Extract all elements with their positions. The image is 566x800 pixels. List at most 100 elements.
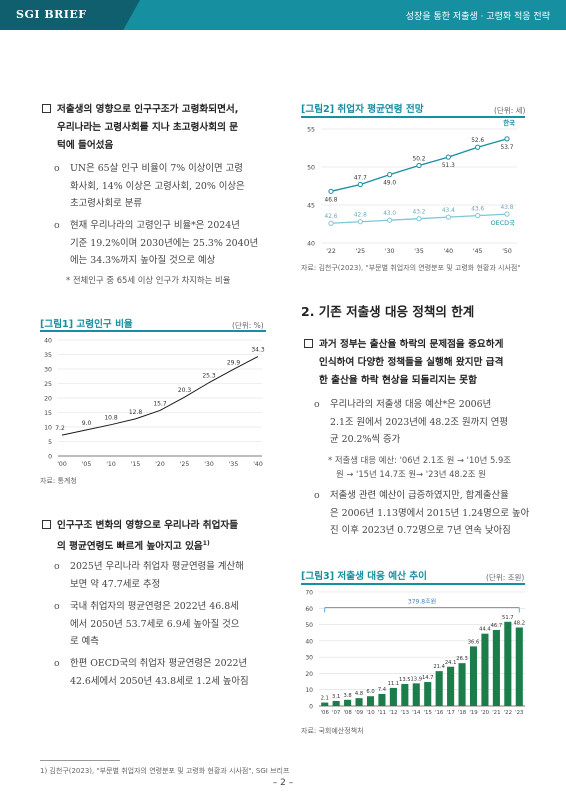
brand-tab: SGI BRIEF <box>0 0 140 30</box>
square-bullet-icon <box>42 520 51 529</box>
bar <box>504 621 512 706</box>
data-label: 50.2 <box>413 156 426 162</box>
circle-bullet-icon: o <box>54 658 60 669</box>
data-label: 43.0 <box>383 211 396 217</box>
b1-line3: 초고령사회로 분류 <box>70 198 142 209</box>
y-tick-label: 0 <box>48 454 52 461</box>
data-point <box>445 214 451 220</box>
bullet-fertility: o 저출생 관련 예산이 급증하였지만, 합계출산율 은 2006년 1.13명에서… <box>302 487 542 540</box>
b7-line3: 진 이후 2023년 0.72명으로 7년 연속 낮아짐 <box>330 525 511 536</box>
circle-bullet-icon: o <box>54 601 60 612</box>
data-label: 36.6 <box>468 639 480 645</box>
data-point <box>416 216 422 222</box>
note-1: * 전체인구 중 65세 이상 인구가 차지하는 비율 <box>66 275 231 285</box>
circle-bullet-icon: o <box>314 490 320 501</box>
b6-line1: 우리나라의 저출생 대응 예산*은 2006년 <box>330 399 492 410</box>
x-tick-label: '05 <box>82 461 92 468</box>
data-label: 13.5 <box>399 677 411 683</box>
data-point <box>328 220 334 226</box>
q2-line2: 의 평균연령도 빠르게 높아지고 있음 <box>57 541 203 553</box>
fig2-rule <box>301 116 525 118</box>
question-3: 과거 정부는 출산율 하락의 문제점을 중요하게 인식하여 다양한 정책들을 실행… <box>304 336 544 390</box>
x-tick-label: '11 <box>378 710 386 716</box>
x-tick-label: '16 <box>435 710 444 716</box>
circle-bullet-icon: o <box>314 399 320 410</box>
data-label: 21.4 <box>433 664 445 670</box>
b4-line3: 로 예측 <box>70 636 99 647</box>
x-tick-label: '20 <box>481 710 490 716</box>
bar <box>481 633 489 706</box>
bar <box>447 666 455 706</box>
footnote-rule <box>40 760 120 761</box>
b6-line3: 균 20.2%씩 증가 <box>330 434 401 445</box>
y-tick-label: 20 <box>305 671 313 678</box>
b1-line1: UN은 65살 인구 비율이 7% 이상이면 고령 <box>70 163 243 174</box>
y-tick-label: 10 <box>44 425 52 432</box>
question-2: 인구구조 변화의 영향으로 우리나라 취업자들 의 평균연령도 빠르게 높아지고 … <box>42 517 282 556</box>
data-label: 6.0 <box>366 689 374 695</box>
data-label: 44.4 <box>479 627 491 633</box>
x-tick-label: '14 <box>412 710 421 716</box>
x-tick-label: '22 <box>504 710 512 716</box>
legend-oecd: OECD국 <box>491 219 515 227</box>
x-tick-label: '19 <box>469 710 478 716</box>
bullet-domestic: o 국내 취업자의 평균연령은 2022년 46.8세 에서 2050년 53.7세… <box>42 598 282 651</box>
circle-bullet-icon: o <box>54 220 60 231</box>
b3-line2: 보면 약 47.7세로 추정 <box>70 578 161 590</box>
y-tick-label: 0 <box>309 704 313 711</box>
y-tick-label: 45 <box>307 203 315 210</box>
data-label: 4.8 <box>355 691 363 697</box>
bar <box>355 698 363 706</box>
b1-line2: 화사회, 14% 이상은 고령사회, 20% 이상은 <box>70 180 245 192</box>
data-label: 20.3 <box>178 387 192 394</box>
data-label: 15.7 <box>153 400 167 407</box>
data-label: 3.1 <box>332 694 340 700</box>
q1-line1: 저출생의 영향으로 인구구조가 고령화되면서, <box>57 104 239 115</box>
data-label: 49.0 <box>383 181 396 187</box>
y-tick-label: 35 <box>44 352 52 359</box>
fig2-title: [그림2] 취업자 평균연령 전망 <box>301 104 424 115</box>
q3-line2: 인식하여 다양한 정책들을 실행해 왔지만 급격 <box>319 357 504 368</box>
data-label: 43.2 <box>413 210 426 216</box>
data-label: 10.8 <box>104 415 118 422</box>
data-label: 52.6 <box>471 138 484 144</box>
square-bullet-icon <box>304 339 313 348</box>
circle-bullet-icon: o <box>54 163 60 174</box>
x-tick-label: '08 <box>343 710 352 716</box>
x-tick-label: '30 <box>204 461 214 468</box>
x-tick-label: '17 <box>446 710 454 716</box>
fig3-title: [그림3] 저출생 대응 예산 추이 <box>301 571 427 582</box>
y-tick-label: 50 <box>305 622 313 629</box>
y-tick-label: 40 <box>44 338 52 345</box>
b2-line1: 현재 우리나라의 고령인구 비율*은 2024년 <box>70 220 240 231</box>
data-point <box>504 136 510 142</box>
y-tick-label: 15 <box>44 410 52 417</box>
x-tick-label: '22 <box>326 248 336 255</box>
data-label: 3.8 <box>343 693 351 699</box>
bar <box>424 682 432 706</box>
y-tick-label: 60 <box>305 606 313 613</box>
x-tick-label: '23 <box>515 710 523 716</box>
fig2-unit: (단위: 세) <box>494 106 526 115</box>
x-tick-label: '50 <box>502 248 512 255</box>
bar <box>515 627 523 706</box>
x-tick-label: '35 <box>229 461 239 468</box>
data-label: 43.6 <box>471 207 484 213</box>
fig1-rule <box>40 330 266 332</box>
x-tick-label: '00 <box>57 461 67 468</box>
data-label: 7.2 <box>55 425 65 432</box>
fig1-chart: 0 5 10 15 20 25 30 35 40 '00 '05 '10 '15 '20 '25 '30 '35… <box>44 338 265 469</box>
bar <box>321 702 329 706</box>
data-label: 25.3 <box>202 373 216 380</box>
b6-line2: 2.1조 원에서 2023년에 48.2조 원까지 연평 <box>330 416 509 428</box>
bar <box>412 683 420 706</box>
data-point <box>475 213 481 219</box>
data-label: 13.9 <box>410 676 422 682</box>
y-tick-label: 10 <box>305 687 313 694</box>
q1-line3: 턱에 들어섰음 <box>57 140 114 151</box>
bullet-current: o 현재 우리나라의 고령인구 비율*은 2024년 기준 19.2%이며 2030… <box>42 217 282 270</box>
data-point <box>387 172 393 178</box>
topic-title: 성장을 통한 저출생 · 고령화 적응 전략 <box>405 12 550 22</box>
data-point <box>504 211 510 217</box>
b4-line1: 국내 취업자의 평균연령은 2022년 46.8세 <box>70 601 239 612</box>
